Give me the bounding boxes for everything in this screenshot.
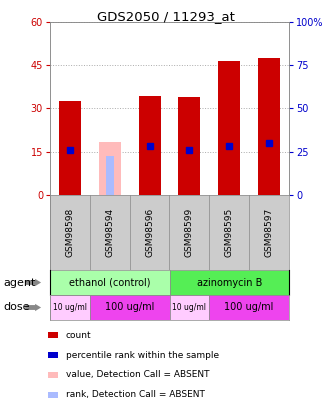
Bar — [258, 58, 280, 195]
Text: 10 ug/ml: 10 ug/ml — [172, 303, 207, 312]
Bar — [139, 96, 161, 195]
Text: azinomycin B: azinomycin B — [197, 277, 262, 288]
Bar — [48, 332, 58, 338]
Text: GSM98594: GSM98594 — [105, 208, 114, 257]
Text: GSM98597: GSM98597 — [264, 208, 274, 257]
Text: GSM98596: GSM98596 — [145, 208, 154, 257]
Bar — [90, 295, 169, 320]
Bar — [48, 352, 58, 358]
Bar — [48, 392, 58, 398]
Text: value, Detection Call = ABSENT: value, Detection Call = ABSENT — [66, 371, 209, 379]
Text: dose: dose — [3, 303, 30, 313]
Bar — [48, 372, 58, 378]
Text: ethanol (control): ethanol (control) — [69, 277, 151, 288]
Bar — [50, 270, 169, 295]
Text: GDS2050 / 11293_at: GDS2050 / 11293_at — [97, 10, 234, 23]
Bar — [50, 295, 90, 320]
Text: percentile rank within the sample: percentile rank within the sample — [66, 350, 219, 360]
Text: 100 ug/ml: 100 ug/ml — [224, 303, 274, 313]
Text: GSM98595: GSM98595 — [225, 208, 234, 257]
Text: GSM98598: GSM98598 — [66, 208, 74, 257]
Text: 100 ug/ml: 100 ug/ml — [105, 303, 154, 313]
Text: agent: agent — [3, 277, 36, 288]
Text: 10 ug/ml: 10 ug/ml — [53, 303, 87, 312]
Text: rank, Detection Call = ABSENT: rank, Detection Call = ABSENT — [66, 390, 205, 399]
Bar — [99, 142, 121, 195]
Bar — [59, 101, 81, 195]
Bar — [106, 156, 114, 195]
Bar — [169, 270, 289, 295]
Bar — [178, 97, 200, 195]
Bar — [209, 295, 289, 320]
Bar — [218, 61, 240, 195]
Text: count: count — [66, 330, 91, 339]
Bar — [169, 295, 209, 320]
Text: GSM98599: GSM98599 — [185, 208, 194, 257]
